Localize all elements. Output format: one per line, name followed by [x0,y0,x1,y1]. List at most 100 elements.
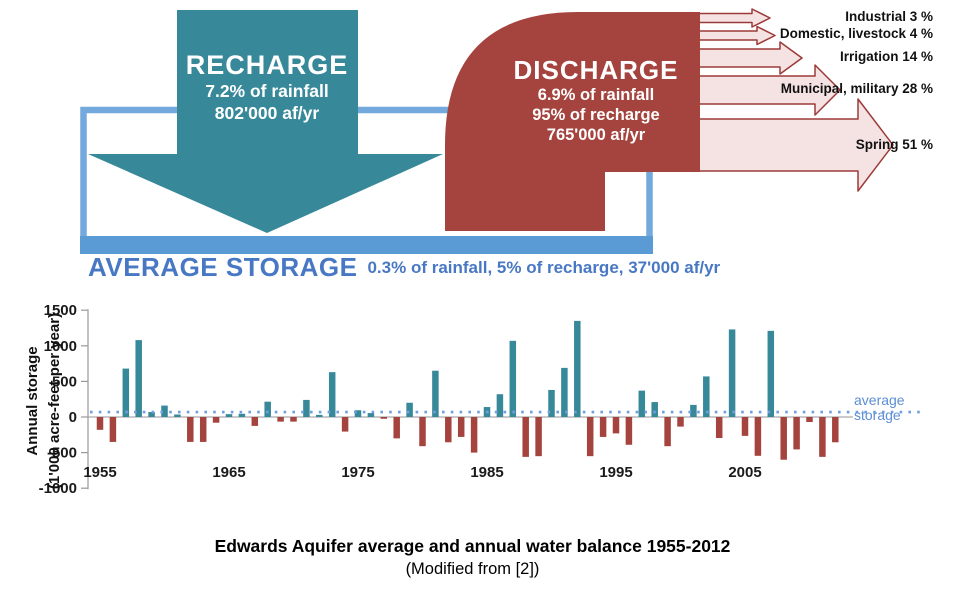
bar-1956 [109,417,117,442]
discharge-label-block: DISCHARGE 6.9% of rainfall 95% of rechar… [482,55,710,145]
outflow-arrow-domestic [697,25,776,46]
bar-1998 [651,402,658,417]
bar-2003 [715,417,723,439]
bar-1962 [187,417,194,442]
y-tick-label: 500 [52,373,77,390]
bar-1978 [393,417,400,439]
bar-2000 [677,417,684,427]
recharge-line2: 802'000 af/yr [214,103,320,123]
average-line-legend-line1: average [854,392,905,408]
bar-1987 [509,340,517,417]
bar-2009 [793,417,800,450]
outflow-label-industrial: Industrial 3 % [845,9,933,24]
bar-1964 [212,417,220,423]
outflow-label-domestic: Domestic, livestock 4 % [779,26,933,41]
bar-1960 [161,405,168,417]
outflow-label-spring: Spring 51 % [855,137,933,152]
y-tick-label: -500 [47,445,77,462]
bar-1957 [122,368,130,417]
bar-2006 [754,417,762,456]
bar-1982 [445,417,452,443]
y-tick-label: 0 [69,409,77,426]
bar-1970 [290,417,297,422]
chart-y-axis-label: Annual storage (1'000 acre-feet per year… [22,276,68,526]
discharge-line2: 95% of recharge [532,106,660,124]
discharge-line3: 765'000 af/yr [546,126,646,144]
discharge-shape [445,12,700,231]
bar-1981 [432,370,439,417]
bar-1991 [561,367,568,417]
bar-1976 [367,413,375,417]
bar-1977 [380,417,388,419]
figure-caption: Edwards Aquifer average and annual water… [0,536,945,579]
bar-1972 [316,414,323,417]
x-tick-label: 1995 [599,464,632,481]
x-tick-label: 1975 [341,464,374,481]
bar-1986 [496,394,504,417]
bar-1959 [148,412,155,417]
bar-1961 [174,414,181,417]
y-tick-label: 1000 [44,338,77,355]
outflow-arrow-spring [697,98,894,192]
recharge-arrow [88,10,443,233]
bar-1995 [612,417,620,434]
bar-1992 [574,320,581,417]
outflow-arrow-industrial [697,8,771,28]
bar-2005 [741,417,749,436]
outflow-label-irrigation: Irrigation 14 % [839,49,933,64]
average-storage-subtitle: 0.3% of rainfall, 5% of recharge, 37'000… [367,258,721,277]
bar-1966 [238,413,246,417]
discharge-line1: 6.9% of rainfall [537,86,655,104]
bar-1994 [599,417,607,437]
x-tick-label: 2005 [728,464,761,481]
bar-2007 [767,330,775,417]
average-line-legend-line2: storage [854,406,901,423]
bar-1997 [638,390,646,417]
caption-source: (Modified from [2]) [405,560,540,578]
bar-2012 [832,417,839,443]
x-tick-label: 1965 [212,464,245,481]
bar-1969 [277,417,284,422]
bar-2010 [806,417,813,422]
bar-1968 [264,401,271,417]
recharge-line1: 7.2% of rainfall [205,81,329,101]
bar-2011 [819,417,826,457]
average-storage-label-block: AVERAGE STORAGE 0.3% of rainfall, 5% of r… [88,252,720,283]
discharge-title: DISCHARGE [513,55,679,85]
bar-1983 [457,417,465,437]
bar-1975 [354,410,362,417]
bar-1996 [625,417,633,445]
bar-2004 [728,329,736,417]
bar-1973 [328,372,336,417]
bar-1979 [406,402,413,417]
bar-2001 [690,404,697,417]
bar-1984 [470,417,478,453]
bar-1974 [341,417,349,432]
bar-1980 [419,417,426,447]
bar-1993 [586,417,594,457]
average-storage-title: AVERAGE STORAGE [88,252,358,282]
bar-1990 [548,389,555,417]
outflow-label-municipal: Municipal, military 28 % [780,81,933,96]
bar-1999 [664,417,671,447]
bar-1965 [225,414,233,417]
bar-1963 [199,417,207,442]
bar-1958 [135,340,142,417]
recharge-label-block: RECHARGE 7.2% of rainfall 802'000 af/yr [152,50,382,124]
x-tick-label: 1955 [83,464,116,481]
bar-1988 [522,417,529,457]
bar-1989 [535,417,542,457]
bar-2008 [780,417,787,460]
storage-box-bottom-bar [80,236,653,254]
caption-title: Edwards Aquifer average and annual water… [214,536,731,556]
bar-1967 [251,417,259,426]
y-tick-label: -1000 [39,480,77,497]
chart-y-axis-label-line1: Annual storage [24,346,41,456]
x-tick-label: 1985 [470,464,503,481]
bar-2002 [703,376,710,417]
average-line-legend: average storage [854,393,905,422]
outflow-arrow-municipal [697,64,841,116]
y-tick-label: 1500 [44,302,77,319]
